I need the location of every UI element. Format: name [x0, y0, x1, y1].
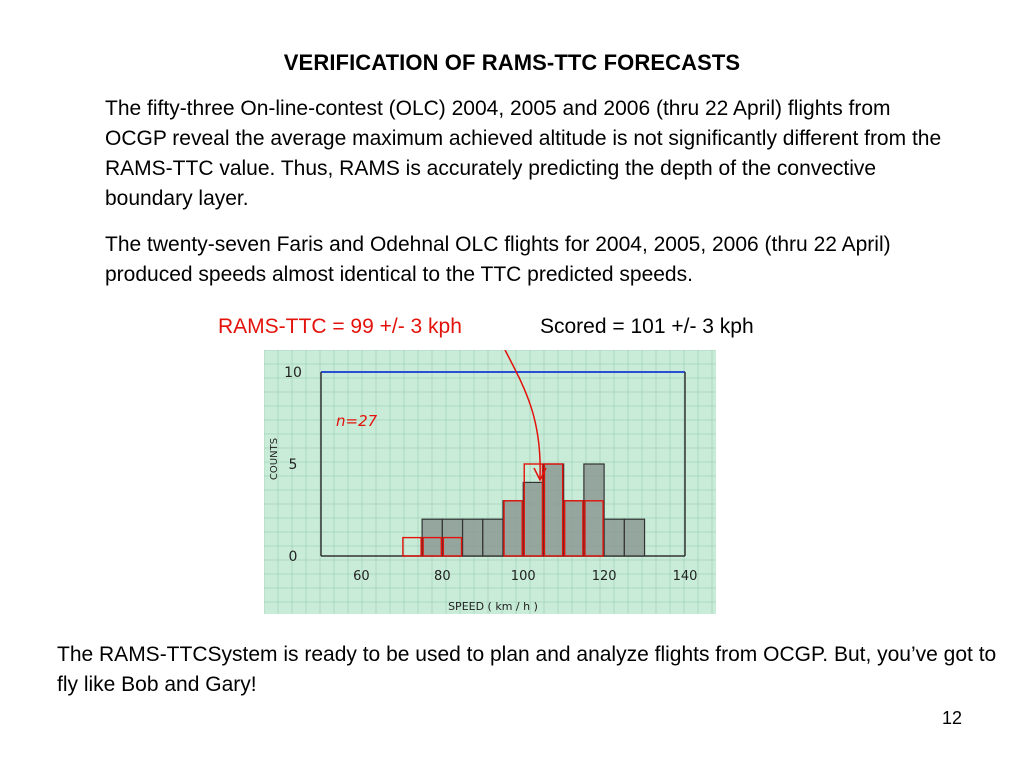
slide-title: VERIFICATION OF RAMS-TTC FORECASTS — [283, 50, 741, 75]
page-number: 12 — [941, 708, 962, 728]
y-axis-label: COUNTS — [269, 438, 280, 480]
x-tick-label: 100 — [511, 569, 536, 584]
histogram-bar-scored — [603, 518, 625, 557]
histogram-bar-scored — [522, 481, 545, 557]
x-tick-label: 60 — [353, 569, 370, 584]
speed-histogram: 60 80 100 120 140 0 5 10 SPEED ( km / h ) COUNTS n… — [264, 350, 716, 614]
histogram-bar-predicted — [503, 500, 523, 557]
x-tick-label: 140 — [673, 569, 698, 584]
histogram-bar-scored — [542, 463, 565, 557]
histogram-bar-scored — [583, 463, 605, 557]
conclusion-text: The RAMS-TTCSystem is ready to be used t… — [57, 643, 997, 696]
histogram-bar-predicted — [563, 500, 584, 557]
histogram-bar-predicted — [402, 536, 422, 557]
paragraph-altitude: The fifty-three On-line-contest (OLC) 20… — [105, 97, 942, 210]
histogram-bar-predicted — [543, 463, 564, 557]
histogram-bar-scored — [482, 518, 504, 557]
scored-stat: Scored = 101 +/- 3 kph — [540, 315, 754, 338]
speed-histogram-figure: 60 80 100 120 140 0 5 10 SPEED ( km / h ) COUNTS n… — [264, 350, 716, 614]
histogram-bar-scored — [502, 500, 524, 557]
y-tick-label: 5 — [289, 457, 298, 473]
histogram-bar-scored — [563, 500, 585, 557]
y-tick-label: 0 — [289, 549, 298, 565]
histogram-bar-scored — [623, 518, 646, 557]
histogram-bar-predicted — [442, 536, 463, 557]
rams-ttc-stat: RAMS-TTC = 99 +/- 3 kph — [218, 315, 462, 338]
x-tick-label: 120 — [592, 569, 617, 584]
pointer-arrow-line — [504, 350, 541, 479]
histogram-bar-predicted — [584, 500, 604, 557]
x-axis-label: SPEED ( km / h ) — [448, 600, 538, 613]
y-tick-label: 10 — [284, 365, 302, 381]
histogram-bar-predicted — [422, 536, 443, 557]
x-tick-label: 80 — [434, 569, 451, 584]
sample-size-annotation: n=27 — [336, 412, 378, 430]
histogram-bar-predicted — [523, 463, 544, 557]
histogram-bar-scored — [461, 518, 484, 557]
paragraph-speeds: The twenty-seven Faris and Odehnal OLC f… — [105, 233, 891, 286]
pointer-arrow-head — [533, 467, 547, 482]
